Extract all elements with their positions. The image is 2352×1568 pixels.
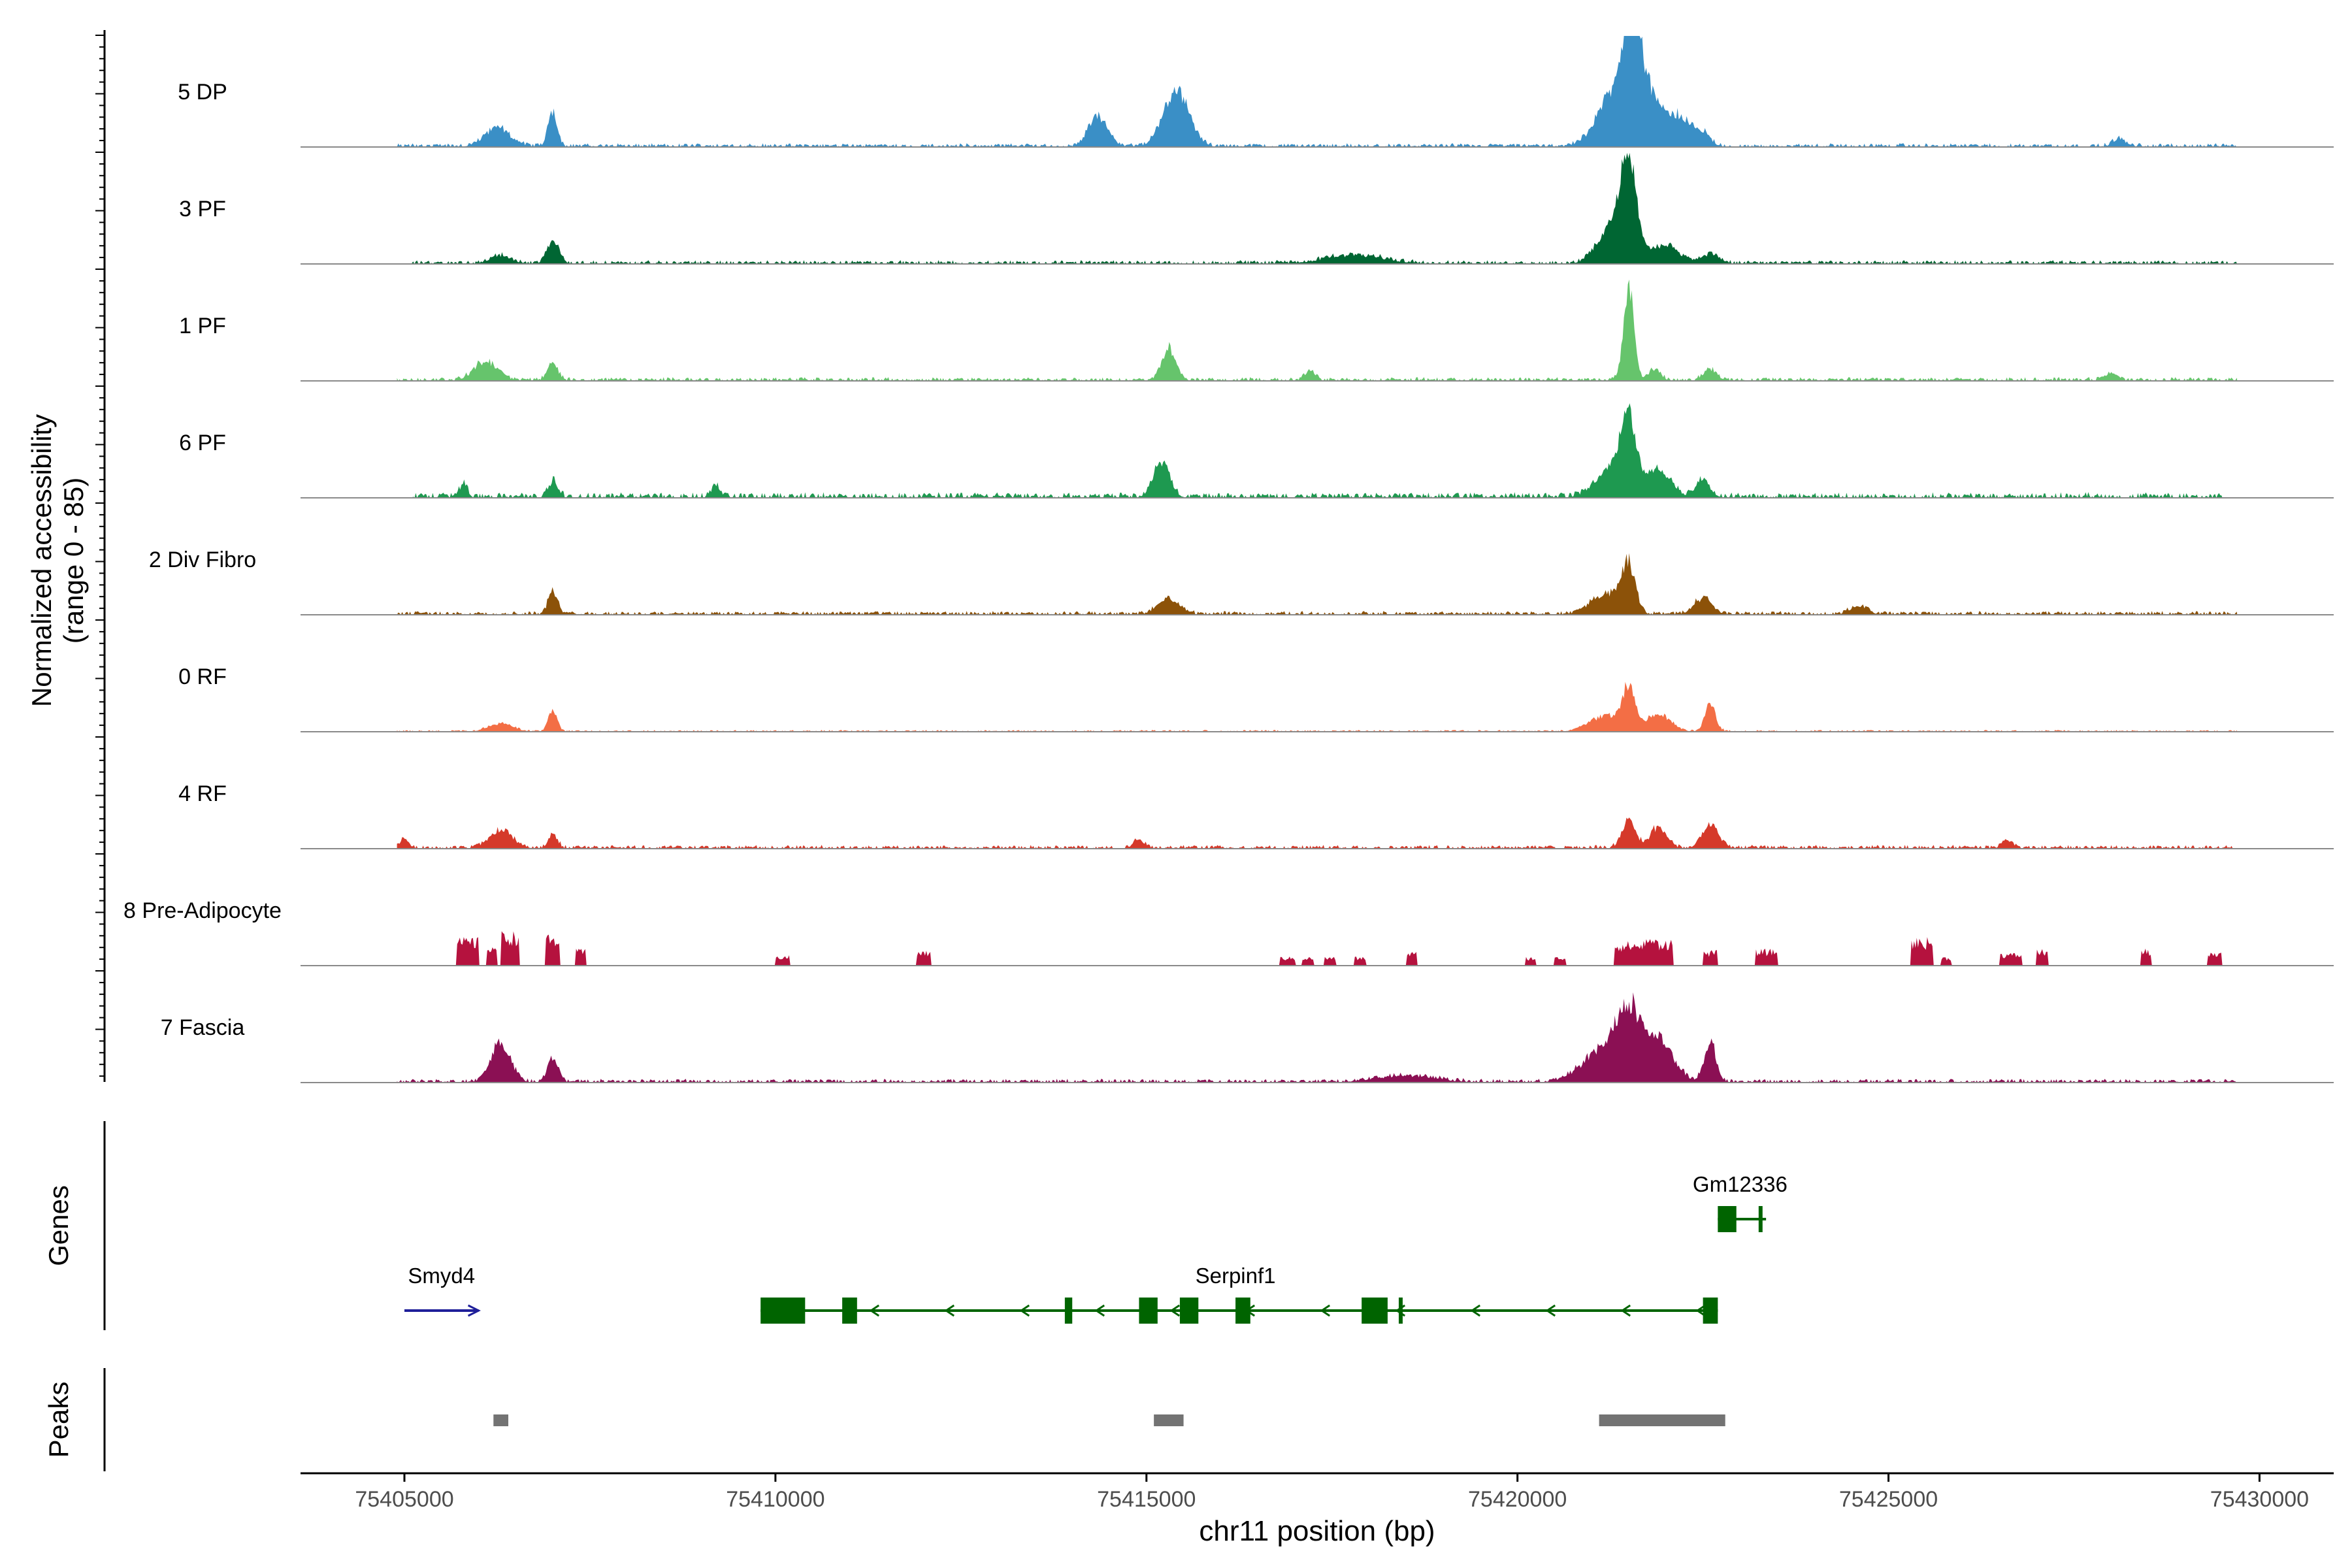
strand-chevron — [1470, 1304, 1481, 1317]
track-label: 0 RF — [178, 664, 227, 689]
track-8-pre-adipocyte: 8 Pre-Adipocyte — [123, 898, 2334, 966]
exon — [1703, 1298, 1718, 1324]
exon — [1179, 1298, 1199, 1324]
track-3-pf: 3 PF — [179, 153, 2334, 265]
gene-annotations: Smyd4 Serpinf1 Gm12336 — [404, 1172, 1788, 1324]
exon — [1235, 1298, 1250, 1324]
exon — [1398, 1298, 1403, 1324]
peak-region — [1599, 1414, 1725, 1426]
exon — [760, 1298, 806, 1324]
strand-chevron — [1695, 1304, 1707, 1317]
exon — [1718, 1206, 1737, 1232]
track-5-dp: 5 DP — [178, 36, 2334, 148]
track-4-rf: 4 RF — [178, 781, 2334, 849]
track-label: 4 RF — [178, 781, 227, 806]
track-label: 6 PF — [179, 431, 226, 455]
coverage-tracks: 5 DP 3 PF 1 PF 6 PF 2 Div Fibro 0 RF 4 RF 8 Pre… — [123, 36, 2334, 1083]
strand-chevron — [1094, 1304, 1105, 1317]
gene-smyd4: Smyd4 — [404, 1264, 481, 1317]
x-tick-label: 75425000 — [1839, 1487, 1938, 1512]
genes-panel-label: Genes — [43, 1185, 74, 1266]
coverage-y-ticks — [95, 35, 105, 1077]
x-tick-label: 75420000 — [1468, 1487, 1567, 1512]
strand-chevron — [944, 1304, 955, 1317]
strand-chevron — [1620, 1304, 1631, 1317]
track-label: 5 DP — [178, 80, 227, 105]
strand-chevron — [1545, 1304, 1556, 1317]
coverage-y-axis — [95, 30, 106, 1082]
track-7-fascia: 7 Fascia — [161, 992, 2334, 1083]
gene-label: Serpinf1 — [1196, 1264, 1276, 1288]
x-tick-label: 75405000 — [355, 1487, 453, 1512]
track-label: 1 PF — [179, 314, 226, 338]
peak-regions — [493, 1414, 1725, 1426]
exon — [1139, 1298, 1158, 1324]
exon — [1064, 1298, 1073, 1324]
strand-chevron — [1019, 1304, 1030, 1317]
gene-gm12336: Gm12336 — [1693, 1172, 1788, 1232]
exon — [842, 1298, 857, 1324]
track-0-rf: 0 RF — [178, 664, 2334, 732]
track-label: 2 Div Fibro — [149, 547, 256, 572]
strand-chevron — [1169, 1304, 1181, 1317]
track-label: 3 PF — [179, 197, 226, 221]
gene-serpinf1: Serpinf1 — [760, 1264, 1718, 1324]
track-6-pf: 6 PF — [179, 403, 2334, 498]
track-label: 7 Fascia — [161, 1015, 245, 1040]
y-axis-title-line2: (range 0 - 85) — [58, 478, 89, 644]
strand-chevron — [869, 1304, 880, 1317]
gene-label: Gm12336 — [1693, 1172, 1788, 1196]
y-axis-title-line1: Normalized accessibility — [26, 414, 57, 707]
x-tick-label: 75430000 — [2210, 1487, 2309, 1512]
exon — [1758, 1206, 1763, 1232]
exon — [1362, 1298, 1388, 1324]
x-axis-ticks: 75405000 75410000 75415000 75420000 75425000… — [355, 1473, 2309, 1512]
peak-region — [1154, 1414, 1184, 1426]
x-axis-title: chr11 position (bp) — [1199, 1515, 1435, 1547]
peaks-panel-label: Peaks — [43, 1382, 74, 1458]
x-tick-label: 75410000 — [726, 1487, 825, 1512]
track-1-pf: 1 PF — [179, 279, 2334, 382]
strand-arrow — [467, 1304, 481, 1317]
gene-label: Smyd4 — [408, 1264, 475, 1288]
strand-chevron — [1320, 1304, 1331, 1317]
track-2-div-fibro: 2 Div Fibro — [149, 547, 2334, 615]
peak-region — [493, 1414, 509, 1426]
x-tick-label: 75415000 — [1097, 1487, 1196, 1512]
coverage-area — [441, 931, 2223, 966]
track-label: 8 Pre-Adipocyte — [123, 898, 282, 923]
